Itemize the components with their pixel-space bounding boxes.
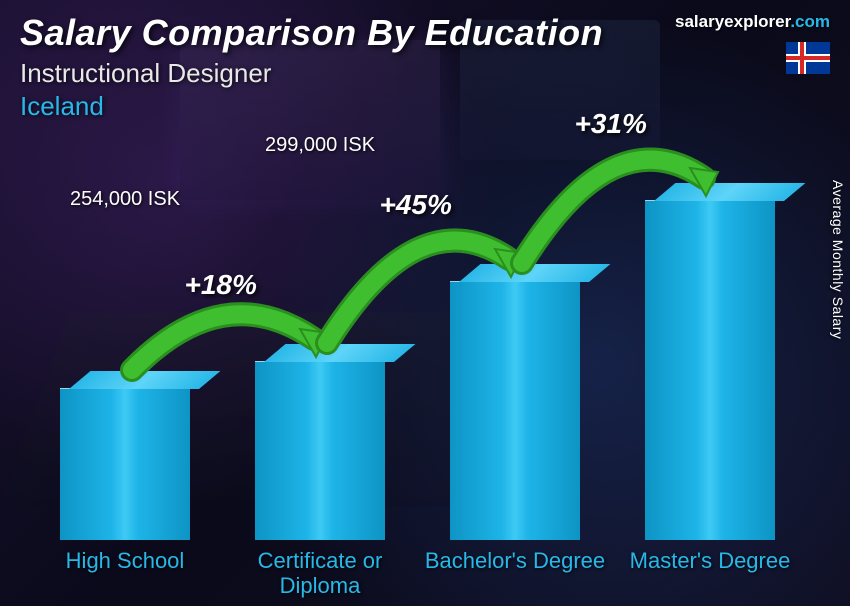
bar-category-label: High School <box>30 548 220 573</box>
bar-fill <box>60 388 190 540</box>
flag-icon <box>786 42 830 74</box>
salary-chart: 254,000 ISKHigh School299,000 ISKCertifi… <box>40 140 800 540</box>
increase-percent-label: +45% <box>380 189 452 221</box>
brand-suffix: .com <box>790 12 830 31</box>
y-axis-label: Average Monthly Salary <box>830 180 846 339</box>
increase-percent-label: +31% <box>575 108 647 140</box>
increase-percent-label: +18% <box>185 269 257 301</box>
bar-category-label: Certificate or Diploma <box>225 548 415 599</box>
bar-value-label: 254,000 ISK <box>25 188 225 211</box>
brand-label: salaryexplorer.com <box>675 12 830 32</box>
bar-category-label: Master's Degree <box>615 548 805 573</box>
brand-prefix: salaryexplorer <box>675 12 790 31</box>
job-title: Instructional Designer <box>20 58 830 89</box>
bar-value-label: 299,000 ISK <box>220 134 420 157</box>
increase-arrow: +31% <box>502 104 734 293</box>
bar-category-label: Bachelor's Degree <box>420 548 610 573</box>
bar: 254,000 ISKHigh School <box>60 388 190 540</box>
